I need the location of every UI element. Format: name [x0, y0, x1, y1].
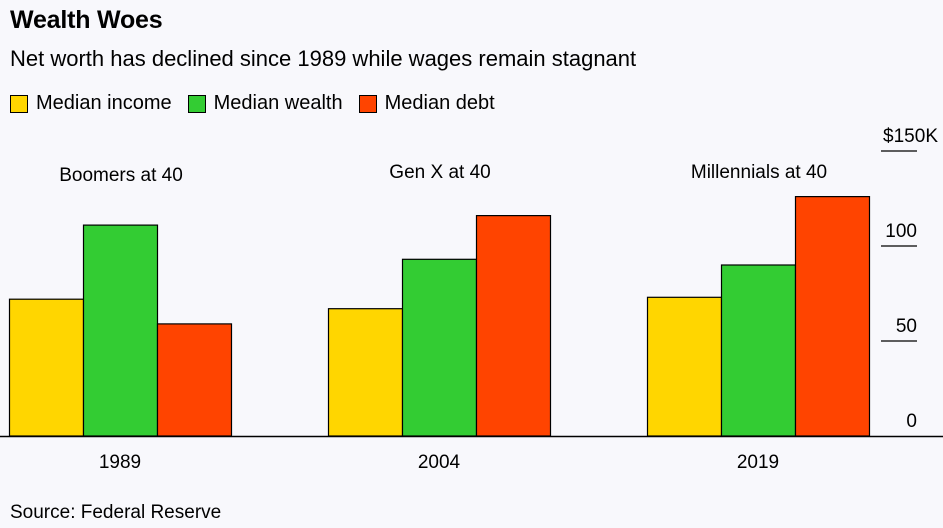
- legend-label-median-income: Median income: [36, 92, 172, 114]
- y-tick-label-150: $150K: [883, 126, 938, 147]
- bar-median-debt-2019: [794, 196, 871, 437]
- chart-subtitle: Net worth has declined since 1989 while …: [10, 46, 637, 71]
- bar-median-debt-1989: [156, 323, 233, 437]
- group-annotation-2004: Gen X at 40: [389, 162, 490, 183]
- legend-item-median-wealth: Median wealth: [187, 92, 343, 115]
- bar-median-debt-2004: [475, 215, 552, 437]
- bar-median-wealth-2004: [401, 258, 478, 437]
- x-tick-label-2019: 2019: [737, 452, 779, 473]
- y-tick-label-0: 0: [906, 411, 917, 432]
- legend-label-median-debt: Median debt: [384, 92, 495, 114]
- source-note: Source: Federal Reserve: [10, 502, 222, 523]
- bar-median-income-2004: [327, 308, 404, 437]
- legend-swatch-median-income: [10, 94, 28, 113]
- x-tick-label-1989: 1989: [99, 452, 141, 473]
- y-tick-label-100: 100: [885, 221, 917, 242]
- legend-item-median-income: Median income: [10, 92, 172, 115]
- legend-item-median-debt: Median debt: [358, 92, 495, 115]
- x-tick-label-2004: 2004: [418, 452, 461, 473]
- legend-swatch-median-wealth: [187, 94, 206, 113]
- legend: Median income Median wealth Median debt: [10, 92, 511, 115]
- legend-label-median-wealth: Median wealth: [213, 92, 343, 114]
- group-annotation-2019: Millennials at 40: [691, 162, 827, 183]
- chart-title: Wealth Woes: [10, 6, 163, 34]
- bar-median-wealth-1989: [82, 224, 159, 437]
- bar-median-income-1989: [8, 298, 85, 437]
- bar-median-wealth-2019: [720, 264, 797, 437]
- bar-median-income-2019: [646, 296, 723, 437]
- group-annotation-1989: Boomers at 40: [59, 165, 183, 186]
- y-tick-label-50: 50: [896, 316, 917, 337]
- legend-swatch-median-debt: [358, 94, 377, 113]
